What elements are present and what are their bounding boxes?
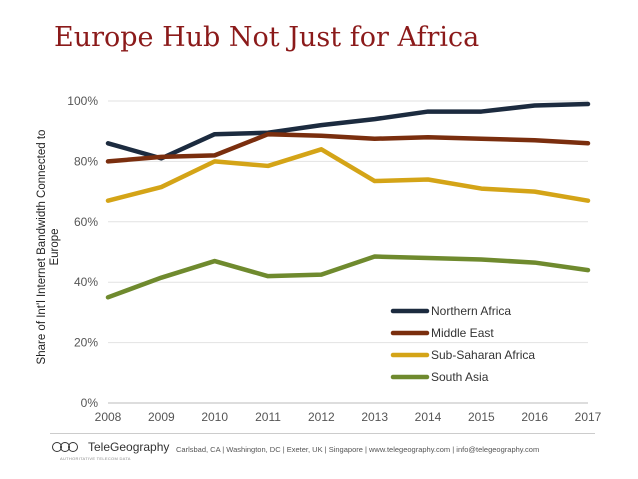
logo-text: TeleGeography: [88, 440, 170, 454]
y-axis-label: Share of Int'l Internet Bandwidth Connec…: [36, 130, 61, 365]
y-tick-label: 40%: [74, 275, 98, 289]
grid-lines: [108, 100, 588, 404]
telegeography-logo: TeleGeography: [52, 440, 169, 454]
legend-label-south-asia: South Asia: [431, 370, 489, 384]
series-line-south-asia: [105, 254, 591, 300]
series-line-middle-east: [105, 131, 591, 164]
footer-contact: Carlsbad, CA | Washington, DC | Exeter, …: [176, 445, 540, 454]
footer-divider: [50, 433, 595, 434]
logo-mark-icon: [52, 440, 86, 454]
legend-label-middle-east: Middle East: [431, 326, 494, 340]
x-tick-label: 2011: [255, 410, 281, 424]
x-tick-label: 2014: [415, 410, 442, 424]
x-tick-label: 2017: [575, 410, 602, 424]
y-tick-label: 60%: [74, 215, 98, 229]
logo-tagline: AUTHORITATIVE TELECOM DATA: [60, 456, 131, 461]
x-tick-label: 2012: [308, 410, 335, 424]
series-line-northern-africa: [105, 101, 591, 161]
chart-title: Europe Hub Not Just for Africa: [54, 22, 480, 53]
legend: Northern Africa Middle East Sub-Saharan Af…: [390, 304, 535, 384]
legend-label-sub-saharan-africa: Sub-Saharan Africa: [431, 348, 535, 362]
y-tick-label: 0%: [81, 396, 99, 410]
y-tick-label: 20%: [74, 336, 98, 350]
legend-label-northern-africa: Northern Africa: [431, 304, 511, 318]
x-tick-label: 2009: [148, 410, 175, 424]
x-tick-label: 2008: [95, 410, 122, 424]
x-tick-label: 2013: [361, 410, 388, 424]
y-axis-ticks: 0% 20% 40% 60% 80% 100%: [67, 94, 98, 410]
y-tick-label: 100%: [67, 94, 98, 108]
x-axis-ticks: 2008 2009 2010 2011 2012 2013 2014 2015 2016 2017: [95, 410, 602, 424]
y-tick-label: 80%: [74, 154, 98, 168]
y-axis-title: Share of Int'l Internet Bandwidth Connec…: [36, 130, 61, 365]
series-line-sub-saharan-africa: [105, 147, 591, 203]
x-tick-label: 2015: [468, 410, 495, 424]
x-tick-label: 2016: [521, 410, 548, 424]
series-lines: [105, 101, 591, 300]
x-tick-label: 2010: [201, 410, 228, 424]
